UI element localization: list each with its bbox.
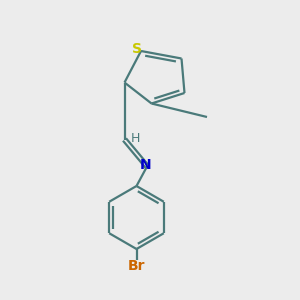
Text: N: N <box>140 158 151 172</box>
Text: H: H <box>130 131 140 145</box>
Text: S: S <box>132 43 142 56</box>
Text: Br: Br <box>128 259 145 273</box>
